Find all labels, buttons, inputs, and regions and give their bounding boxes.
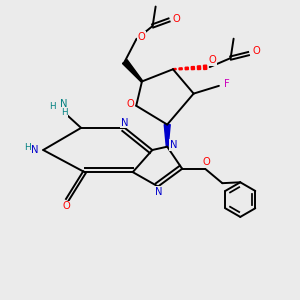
Text: N: N [60,99,68,109]
Text: N: N [121,118,128,128]
Polygon shape [179,68,182,70]
Text: O: O [173,14,180,23]
Polygon shape [203,65,207,70]
Text: N: N [31,145,39,155]
Text: N: N [170,140,178,150]
Text: N: N [155,187,162,197]
Polygon shape [191,67,194,70]
Text: O: O [138,32,146,42]
Text: H: H [61,108,67,117]
Polygon shape [122,60,142,82]
Text: O: O [63,201,70,211]
Polygon shape [164,124,170,147]
Text: N: N [170,140,178,150]
Text: H: H [49,103,56,112]
Text: O: O [202,157,210,167]
Text: O: O [252,46,260,56]
Text: F: F [224,80,229,89]
Polygon shape [185,67,188,70]
Text: O: O [209,56,217,65]
Polygon shape [197,66,201,70]
Polygon shape [173,68,176,70]
Text: H: H [24,142,31,152]
Text: O: O [126,99,134,109]
